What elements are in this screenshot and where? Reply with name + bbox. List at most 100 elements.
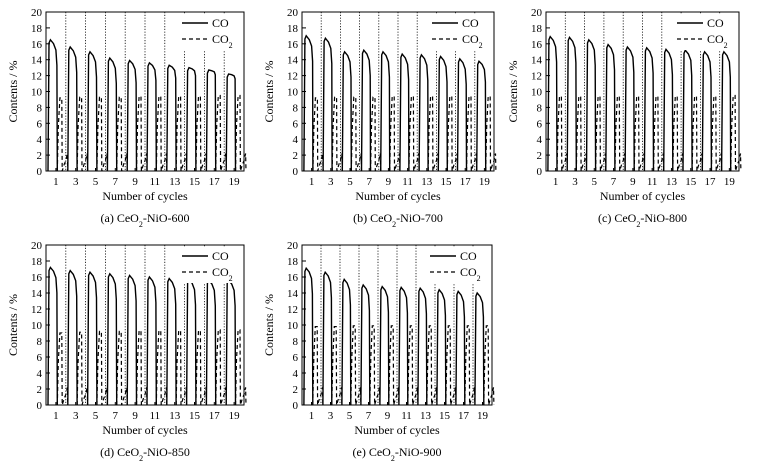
co2-series-cycle-2 xyxy=(331,96,343,172)
co2-series-cycle-10 xyxy=(234,94,247,172)
x-tick-label: 5 xyxy=(93,176,99,188)
y-tick-label: 16 xyxy=(31,272,43,284)
co2-series-cycle-3 xyxy=(595,95,607,172)
y-tick-label: 4 xyxy=(537,134,543,146)
co-series-cycle-4 xyxy=(360,283,371,406)
co2-series-cycle-6 xyxy=(155,330,168,406)
co-series-cycle-10 xyxy=(720,50,732,172)
y-tick-label: 12 xyxy=(287,71,298,83)
legend-co-label: CO xyxy=(462,16,479,30)
co2-series-cycle-3 xyxy=(96,330,108,406)
y-tick-label: 10 xyxy=(287,87,299,99)
co2-series-cycle-6 xyxy=(407,325,419,406)
co2-series-cycle-3 xyxy=(350,325,362,406)
x-tick-label: 15 xyxy=(685,176,697,188)
co2-series-cycle-10 xyxy=(483,325,495,406)
co-series-cycle-4 xyxy=(605,43,616,172)
x-tick-label: 13 xyxy=(666,176,678,188)
y-tick-label: 12 xyxy=(31,304,42,316)
co2-series-cycle-3 xyxy=(96,96,108,172)
legend-co2-label: CO2 xyxy=(462,32,483,50)
y-tick-label: 16 xyxy=(31,39,43,51)
co2-series-cycle-8 xyxy=(445,325,457,406)
co-series-cycle-4 xyxy=(106,272,118,406)
y-tick-label: 6 xyxy=(293,118,299,130)
legend-co2-label: CO2 xyxy=(212,265,233,283)
co2-series-cycle-5 xyxy=(135,330,148,406)
co2-series-cycle-4 xyxy=(614,95,626,172)
panel-caption: (a) CeO2-NiO-600 xyxy=(101,211,190,229)
y-tick-label: 0 xyxy=(37,166,43,178)
legend: CO CO2 xyxy=(673,14,737,50)
co2-series-cycle-7 xyxy=(175,330,188,406)
co-series-cycle-10 xyxy=(476,60,487,172)
co2-series-cycle-9 xyxy=(464,325,476,406)
co-series-cycle-9 xyxy=(456,57,468,172)
y-tick-label: 18 xyxy=(287,256,299,268)
co2-series-cycle-2 xyxy=(76,96,89,172)
x-tick-label: 17 xyxy=(458,410,470,422)
legend-co2-label: CO2 xyxy=(212,32,233,50)
co2-series-cycle-1 xyxy=(556,95,568,172)
y-tick-label: 2 xyxy=(537,150,543,162)
y-axis-label: Contents / % xyxy=(6,60,20,122)
panel-caption: (d) CeO2-NiO-850 xyxy=(100,445,190,463)
co-series-cycle-6 xyxy=(399,52,410,172)
co-series-cycle-8 xyxy=(682,48,693,172)
co-series-cycle-10 xyxy=(225,278,237,406)
legend: CO CO2 xyxy=(426,247,490,283)
x-tick-label: 9 xyxy=(386,176,392,188)
y-tick-label: 16 xyxy=(531,39,543,51)
co-series-cycle-3 xyxy=(86,50,98,172)
co-series-cycle-5 xyxy=(380,50,391,172)
x-axis-label: Number of cycles xyxy=(600,189,686,203)
co-series-cycle-8 xyxy=(437,55,448,172)
y-tick-label: 14 xyxy=(531,55,543,67)
y-tick-label: 0 xyxy=(537,166,543,178)
co-series-cycle-6 xyxy=(398,286,409,406)
legend: CO CO2 xyxy=(178,14,242,50)
co-series-cycle-5 xyxy=(126,274,138,406)
co-series-cycle-7 xyxy=(417,286,428,406)
x-tick-label: 7 xyxy=(366,176,372,188)
x-tick-label: 7 xyxy=(611,176,617,188)
x-tick-label: 17 xyxy=(209,176,221,188)
y-axis-label: Contents / % xyxy=(262,60,276,122)
x-axis-label: Number of cycles xyxy=(355,189,441,203)
co-series-cycle-3 xyxy=(585,38,597,172)
co-series-cycle-4 xyxy=(106,56,118,172)
co-series-cycle-1 xyxy=(47,38,58,172)
x-tick-label: 1 xyxy=(553,176,559,188)
legend-co2-label: CO2 xyxy=(460,265,481,283)
co2-series-cycle-8 xyxy=(195,95,207,172)
co2-series-cycle-3 xyxy=(350,96,363,172)
co2-series-cycle-8 xyxy=(195,330,207,406)
co2-series-cycle-6 xyxy=(155,95,168,172)
co2-series-cycle-1 xyxy=(312,97,324,172)
co-series-cycle-2 xyxy=(322,36,333,172)
co2-series-cycle-2 xyxy=(331,326,343,406)
co2-series-cycle-6 xyxy=(652,95,665,172)
co2-series-cycle-7 xyxy=(672,95,684,172)
y-tick-label: 20 xyxy=(531,7,543,19)
x-tick-label: 3 xyxy=(73,410,79,422)
y-tick-label: 0 xyxy=(37,400,43,412)
x-tick-label: 19 xyxy=(724,176,736,188)
co2-series-cycle-10 xyxy=(730,94,742,172)
x-tick-label: 5 xyxy=(347,410,353,422)
co-series-cycle-7 xyxy=(166,64,177,172)
y-tick-label: 6 xyxy=(37,118,43,130)
y-tick-label: 6 xyxy=(293,352,299,364)
co2-series-cycle-2 xyxy=(76,331,89,406)
x-tick-label: 5 xyxy=(592,176,598,188)
y-tick-label: 8 xyxy=(293,102,299,114)
co-series-cycle-9 xyxy=(205,278,217,406)
x-tick-label: 17 xyxy=(209,410,221,422)
x-tick-label: 5 xyxy=(347,176,353,188)
co-series-cycle-9 xyxy=(701,50,713,172)
y-tick-label: 4 xyxy=(37,134,43,146)
y-tick-label: 8 xyxy=(37,102,43,114)
